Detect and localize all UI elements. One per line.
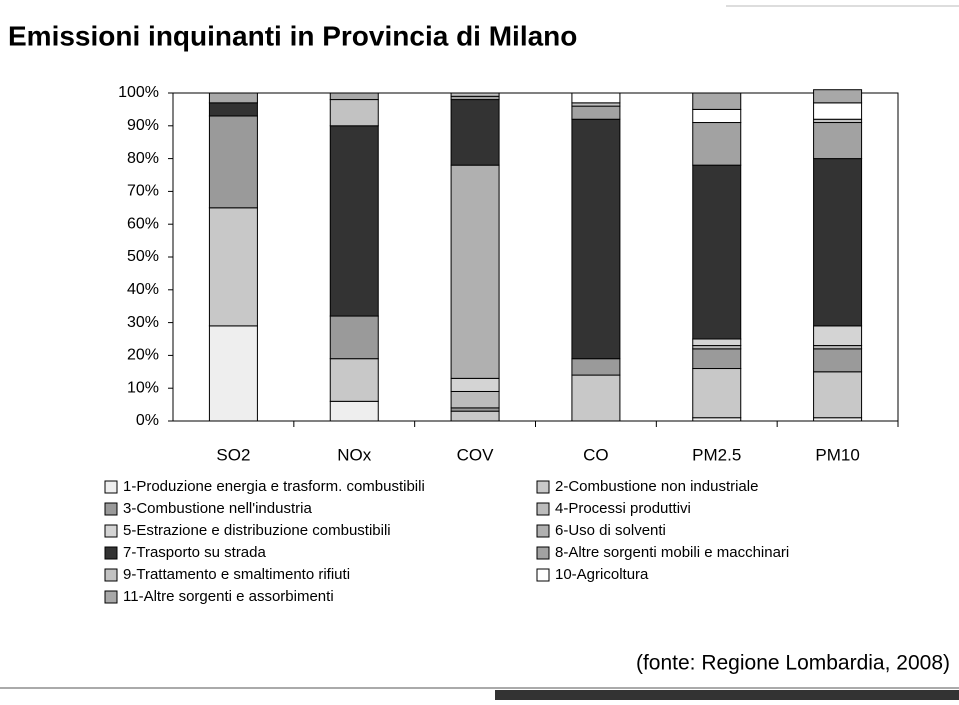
bar-segment bbox=[571, 374, 621, 422]
y-tick-label: 50% bbox=[127, 248, 159, 265]
bar-segment bbox=[329, 315, 379, 360]
legend-swatch bbox=[536, 502, 550, 516]
bar-segment bbox=[329, 125, 379, 317]
bar-segment bbox=[450, 377, 500, 392]
bar-segment bbox=[571, 105, 621, 120]
bar-segment bbox=[692, 108, 742, 124]
bar-segment bbox=[208, 115, 258, 209]
bar-segment bbox=[450, 390, 500, 409]
legend-swatch bbox=[104, 546, 118, 560]
chart-title: Emissioni inquinanti in Provincia di Mil… bbox=[8, 20, 577, 51]
legend-swatch bbox=[104, 502, 118, 516]
y-tick-label: 90% bbox=[127, 117, 159, 134]
bar-segment bbox=[450, 92, 500, 97]
x-tick-label: CO bbox=[583, 445, 609, 464]
bar-segment bbox=[208, 325, 258, 422]
bar-segment bbox=[571, 358, 621, 376]
x-tick-label: SO2 bbox=[216, 445, 250, 464]
bar-segment bbox=[571, 118, 621, 360]
legend-label: 9-Trattamento e smaltimento rifiuti bbox=[123, 566, 350, 583]
legend-swatch bbox=[536, 524, 550, 538]
x-tick-label: PM2.5 bbox=[692, 445, 741, 464]
legend-label: 4-Processi produttivi bbox=[555, 500, 691, 517]
bar-segment bbox=[450, 164, 500, 379]
source: (fonte: Regione Lombardia, 2008) bbox=[636, 652, 950, 675]
y-tick-label: 10% bbox=[127, 379, 159, 396]
legend-swatch bbox=[536, 546, 550, 560]
y-tick-label: 40% bbox=[127, 281, 159, 298]
bar-segment bbox=[329, 92, 379, 101]
footer-band bbox=[495, 690, 959, 700]
y-tick-label: 30% bbox=[127, 314, 159, 331]
legend-label: 11-Altre sorgenti e assorbimenti bbox=[123, 588, 334, 605]
bar-segment bbox=[813, 348, 863, 373]
y-tick-label: 100% bbox=[118, 84, 159, 101]
legend-label: 3-Combustione nell'industria bbox=[123, 500, 312, 517]
y-tick-label: 70% bbox=[127, 183, 159, 200]
bar-segment bbox=[692, 164, 742, 340]
legend-label: 1-Produzione energia e trasform. combust… bbox=[123, 478, 425, 495]
legend-swatch bbox=[104, 590, 118, 604]
legend-swatch bbox=[536, 480, 550, 494]
x-tick-label: NOx bbox=[337, 445, 372, 464]
bar-segment bbox=[692, 338, 742, 347]
plot-frame bbox=[172, 92, 899, 422]
x-tick-label: PM10 bbox=[815, 445, 859, 464]
y-tick-label: 60% bbox=[127, 215, 159, 232]
bar-segment bbox=[208, 102, 258, 117]
bar-segment bbox=[813, 89, 863, 104]
bar-segment bbox=[813, 102, 863, 120]
bar-segment bbox=[329, 400, 379, 422]
bar-segment bbox=[813, 325, 863, 347]
legend-label: 7-Trasporto su strada bbox=[123, 544, 266, 561]
bar-segment bbox=[813, 158, 863, 327]
bar-segment bbox=[692, 368, 742, 419]
bar-segment bbox=[692, 348, 742, 370]
y-tick-label: 20% bbox=[127, 347, 159, 364]
bar-segment bbox=[329, 358, 379, 402]
y-tick-label: 80% bbox=[127, 150, 159, 167]
bar-segment bbox=[450, 410, 500, 422]
legend-swatch bbox=[104, 568, 118, 582]
bar-segment bbox=[208, 207, 258, 327]
legend-label: 2-Combustione non industriale bbox=[555, 478, 758, 495]
legend-label: 6-Uso di solventi bbox=[555, 522, 666, 539]
legend-swatch bbox=[104, 524, 118, 538]
legend-label: 5-Estrazione e distribuzione combustibil… bbox=[123, 522, 391, 539]
bar-segment bbox=[813, 122, 863, 160]
legend-label: 8-Altre sorgenti mobili e macchinari bbox=[555, 544, 789, 561]
legend-label: 10-Agricoltura bbox=[555, 566, 649, 583]
bar-segment bbox=[208, 92, 258, 104]
bar-segment bbox=[329, 99, 379, 127]
bar-segment bbox=[571, 92, 621, 104]
bar-segment bbox=[813, 371, 863, 419]
bar-segment bbox=[692, 92, 742, 110]
legend-swatch bbox=[536, 568, 550, 582]
bar-segment bbox=[450, 99, 500, 166]
x-tick-label: COV bbox=[457, 445, 495, 464]
bar-segment bbox=[692, 122, 742, 166]
y-tick-label: 0% bbox=[136, 412, 159, 429]
legend-swatch bbox=[104, 480, 118, 494]
